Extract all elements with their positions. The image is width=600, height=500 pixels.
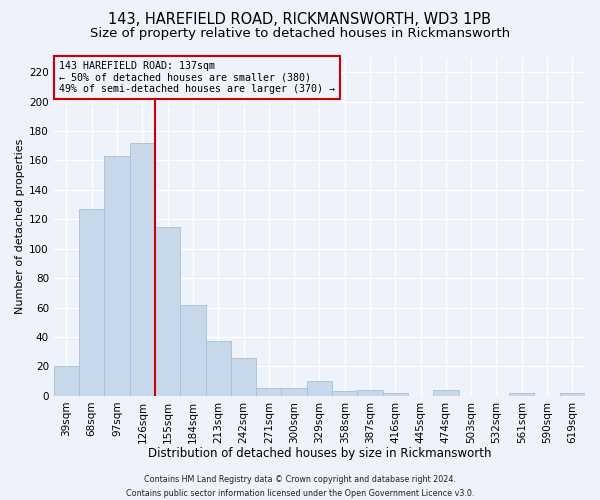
Bar	[79, 209, 104, 396]
Text: 143 HAREFIELD ROAD: 137sqm
← 50% of detached houses are smaller (380)
49% of sem: 143 HAREFIELD ROAD: 137sqm ← 50% of deta…	[59, 61, 335, 94]
X-axis label: Distribution of detached houses by size in Rickmansworth: Distribution of detached houses by size …	[148, 447, 491, 460]
Y-axis label: Number of detached properties: Number of detached properties	[15, 139, 25, 314]
Bar	[256, 388, 281, 396]
Text: Size of property relative to detached houses in Rickmansworth: Size of property relative to detached ho…	[90, 28, 510, 40]
Text: Contains HM Land Registry data © Crown copyright and database right 2024.
Contai: Contains HM Land Registry data © Crown c…	[126, 476, 474, 498]
Bar	[307, 381, 332, 396]
Bar	[54, 366, 79, 396]
Bar	[383, 393, 408, 396]
Text: 143, HAREFIELD ROAD, RICKMANSWORTH, WD3 1PB: 143, HAREFIELD ROAD, RICKMANSWORTH, WD3 …	[109, 12, 491, 28]
Bar	[281, 388, 307, 396]
Bar	[560, 393, 585, 396]
Bar	[358, 390, 383, 396]
Bar	[509, 393, 535, 396]
Bar	[104, 156, 130, 396]
Bar	[130, 143, 155, 396]
Bar	[332, 392, 358, 396]
Bar	[231, 358, 256, 396]
Bar	[180, 304, 206, 396]
Bar	[206, 342, 231, 396]
Bar	[433, 390, 458, 396]
Bar	[155, 226, 180, 396]
